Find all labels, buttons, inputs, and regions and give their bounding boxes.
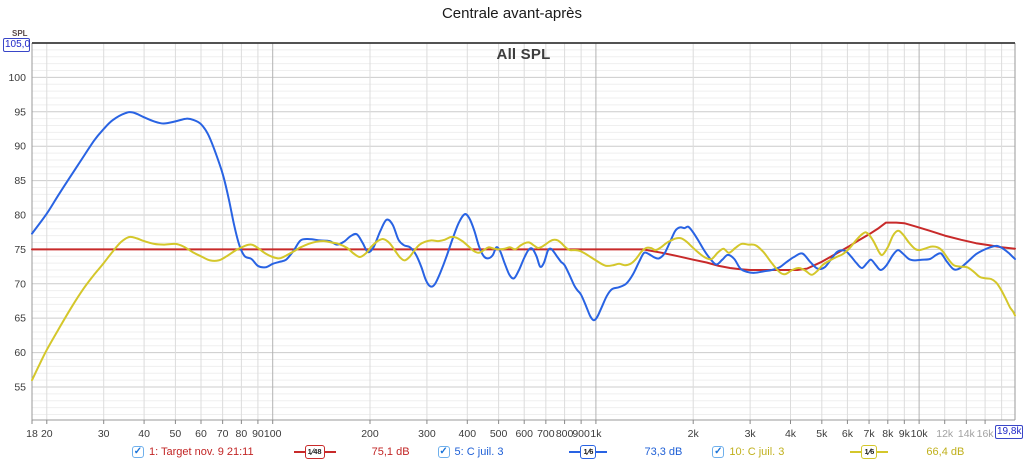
x-tick-label: 14k [958,428,976,440]
x-tick-label: 60 [195,428,207,440]
legend: ✓ 1: Target nov. 9 21:11 1 ⁄ 48 75,1 dB ✓ … [0,441,1024,462]
trace-line-sample [596,450,608,453]
x-tick-label: 5k [816,428,828,440]
y-tick-label: 75 [14,244,26,256]
smoothing-badge-target: 1 ⁄ 48 [293,444,336,459]
x-tick-label: 8k [882,428,894,440]
y-tick-label: 55 [14,381,26,393]
y-tick-label: 80 [14,209,26,221]
legend-checkbox-yellow[interactable]: ✓ [712,445,725,458]
x-tick-label: 200 [361,428,379,440]
page-title: Centrale avant-après [441,5,583,22]
x-tick-label: 30 [98,428,110,440]
y-axis-max-box[interactable]: 105,0 [3,38,31,52]
x-tick-label: 10k [911,428,929,440]
checkmark-icon: ✓ [439,445,448,457]
checkmark-icon: ✓ [714,445,723,457]
trace-2 [31,229,1016,382]
x-tick-label: 18 [26,428,38,440]
trace-line-sample [850,450,862,453]
x-tick-label: 70 [217,428,229,440]
x-tick-label: 7k [864,428,876,440]
x-tick-label: 2k [688,428,700,440]
legend-checkbox-target[interactable]: ✓ [132,445,144,458]
x-tick-label: 20 [41,428,53,440]
average-value-target: 75,1 dB [371,445,410,458]
y-tick-label: 90 [14,141,26,153]
x-tick-label: 100 [264,428,282,440]
checkmark-icon: ✓ [133,445,143,457]
x-tick-label: 800 [556,428,574,440]
smoothing-badge-blue: 1 ⁄ 6 [569,444,608,459]
trace-line-sample [324,450,336,453]
y-tick-label: 65 [14,313,26,325]
average-value-yellow: 66,4 dB [926,445,965,458]
y-tick-label: 95 [14,106,26,118]
average-value-blue: 73,3 dB [644,445,683,458]
x-tick-label: 80 [236,428,248,440]
legend-label-blue[interactable]: 5: C juil. 3 [454,445,504,458]
x-tick-label: 400 [459,428,477,440]
x-tick-label: 700 [537,428,555,440]
legend-label-target[interactable]: 1: Target nov. 9 21:11 [149,445,254,458]
chart-title: All SPL [496,46,551,63]
x-tick-label: 300 [418,428,436,440]
x-tick-label: 3k [745,428,757,440]
x-tick-label: 1k [590,428,602,440]
legend-label-yellow[interactable]: 10: C juil. 3 [729,445,785,458]
x-tick-label: 9k [899,428,911,440]
x-tick-label: 6k [842,428,854,440]
trace-line-sample [569,450,581,453]
y-tick-label: 85 [14,175,26,187]
trace-line-sample [877,450,889,453]
x-tick-label: 4k [785,428,797,440]
legend-checkbox-blue[interactable]: ✓ [437,445,450,458]
y-tick-label: 60 [14,347,26,359]
x-tick-label: 12k [936,428,954,440]
x-tick-label: 40 [138,428,150,440]
trace-1 [31,111,1016,322]
x-tick-label: 16k [977,428,995,440]
y-axis-name: SPL [12,29,28,38]
y-tick-label: 100 [8,72,26,84]
x-tick-label: 50 [170,428,182,440]
smoothing-badge-yellow: 1 ⁄ 6 [850,444,889,459]
x-tick-label: 500 [490,428,508,440]
x-axis-max-box[interactable]: 19,8k [995,425,1023,439]
x-tick-label: 600 [515,428,533,440]
trace-line-sample [293,450,305,453]
x-tick-label: 900 [572,428,590,440]
y-tick-label: 70 [14,278,26,290]
x-tick-label: 90 [252,428,264,440]
